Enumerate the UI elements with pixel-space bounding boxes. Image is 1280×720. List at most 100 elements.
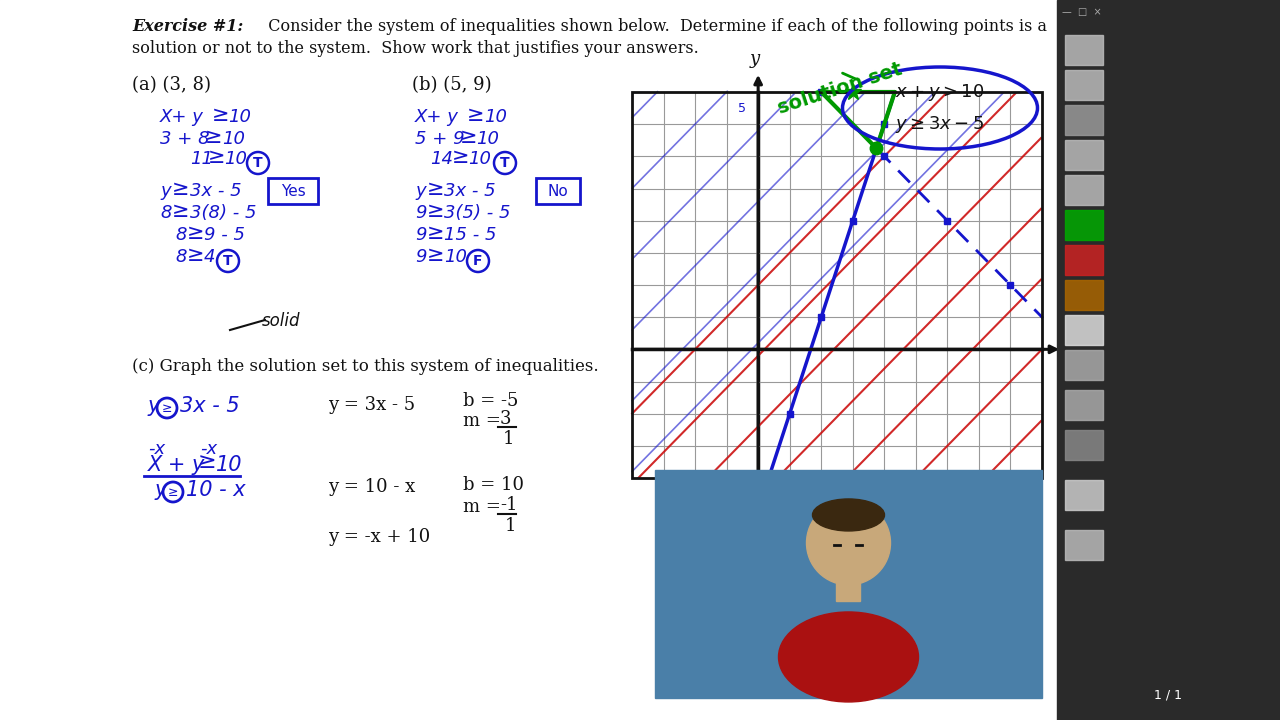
Bar — [632, 92, 1042, 478]
Bar — [1057, 0, 1280, 720]
Text: ≥: ≥ — [209, 147, 225, 167]
Bar — [1065, 430, 1103, 460]
Text: solution or not to the system.  Show work that justifies your answers.: solution or not to the system. Show work… — [132, 40, 699, 57]
Text: (b) (5, 9): (b) (5, 9) — [412, 76, 492, 94]
Text: 10: 10 — [224, 150, 247, 168]
Text: 15 - 5: 15 - 5 — [444, 226, 497, 244]
Text: solid: solid — [262, 312, 301, 330]
Text: (a) (3, 8): (a) (3, 8) — [132, 76, 211, 94]
Text: $y \geq 3x - 5$: $y \geq 3x - 5$ — [896, 114, 984, 135]
Text: 3x - 5: 3x - 5 — [180, 396, 239, 416]
Text: (c) Graph the solution set to this system of inequalities.: (c) Graph the solution set to this syste… — [132, 358, 599, 375]
Text: No: No — [548, 184, 568, 199]
Text: 1: 1 — [506, 517, 517, 535]
Text: y = -x + 10: y = -x + 10 — [328, 528, 430, 546]
Text: X+ y: X+ y — [160, 108, 204, 126]
Text: 10: 10 — [476, 130, 499, 148]
Text: ≥: ≥ — [452, 147, 470, 167]
Text: y: y — [415, 182, 426, 200]
Text: 10: 10 — [221, 130, 244, 148]
Text: 10: 10 — [484, 108, 507, 126]
Text: ≥: ≥ — [428, 201, 444, 221]
Text: 10 - x: 10 - x — [186, 480, 246, 500]
Text: ≥: ≥ — [168, 485, 178, 498]
Text: 3x - 5: 3x - 5 — [189, 182, 242, 200]
FancyBboxPatch shape — [268, 178, 317, 204]
Text: b = -5: b = -5 — [463, 392, 518, 410]
Text: ≥: ≥ — [161, 402, 173, 415]
Text: T: T — [500, 156, 509, 170]
Text: y = 10 - x: y = 10 - x — [328, 478, 415, 496]
Text: ≥: ≥ — [187, 223, 205, 243]
Bar — [1065, 350, 1103, 380]
Text: 1 / 1: 1 / 1 — [1155, 688, 1181, 701]
Text: 8: 8 — [175, 248, 187, 266]
Text: -x: -x — [200, 440, 218, 458]
Text: x: x — [1070, 342, 1080, 360]
Text: ≥: ≥ — [172, 179, 189, 199]
Text: ≥: ≥ — [428, 223, 444, 243]
Text: ≥: ≥ — [205, 127, 223, 147]
Bar — [0, 0, 1057, 720]
Bar — [1065, 245, 1103, 275]
Text: 9: 9 — [415, 248, 426, 266]
Text: ≥: ≥ — [467, 105, 485, 125]
Bar — [850, 539, 869, 549]
Text: 5 + 9: 5 + 9 — [415, 130, 465, 148]
Bar — [1065, 530, 1103, 560]
Bar — [837, 581, 860, 601]
Bar — [1065, 315, 1103, 345]
Text: 10: 10 — [228, 108, 251, 126]
Text: 3(5) - 5: 3(5) - 5 — [444, 204, 511, 222]
Text: 8: 8 — [160, 204, 172, 222]
Text: 5: 5 — [739, 102, 746, 114]
Bar — [1065, 210, 1103, 240]
Text: Consider the system of inequalities shown below.  Determine if each of the follo: Consider the system of inequalities show… — [259, 18, 1047, 35]
Text: 3(8) - 5: 3(8) - 5 — [189, 204, 256, 222]
Bar — [1065, 70, 1103, 100]
Ellipse shape — [778, 612, 919, 702]
Text: 11: 11 — [189, 150, 212, 168]
Bar — [655, 470, 1042, 698]
Text: y: y — [148, 396, 160, 416]
Text: ≥: ≥ — [198, 452, 216, 472]
Bar — [1065, 280, 1103, 310]
Bar — [1065, 390, 1103, 420]
Text: T: T — [223, 254, 233, 268]
Text: 3x - 5: 3x - 5 — [444, 182, 495, 200]
Text: ≥: ≥ — [460, 127, 477, 147]
Text: F: F — [474, 254, 483, 268]
Text: ≥: ≥ — [187, 245, 205, 265]
Text: X + y: X + y — [148, 455, 205, 475]
Text: 3: 3 — [500, 410, 512, 428]
Text: 9 - 5: 9 - 5 — [204, 226, 244, 244]
Text: y = 3x - 5: y = 3x - 5 — [328, 396, 415, 414]
Text: 10: 10 — [468, 150, 492, 168]
FancyBboxPatch shape — [536, 178, 580, 204]
Text: -x: -x — [148, 440, 165, 458]
Bar — [828, 539, 846, 549]
Text: m =: m = — [463, 498, 500, 516]
Text: 14: 14 — [430, 150, 453, 168]
Text: 9: 9 — [415, 226, 426, 244]
Text: X+ y: X+ y — [415, 108, 458, 126]
Text: ≥: ≥ — [428, 245, 444, 265]
Text: ≥: ≥ — [428, 179, 444, 199]
Text: solution set: solution set — [774, 60, 905, 118]
Text: y: y — [155, 480, 168, 500]
Text: y: y — [750, 50, 760, 68]
Text: y: y — [160, 182, 170, 200]
Text: 8: 8 — [175, 226, 187, 244]
Text: 3 + 8: 3 + 8 — [160, 130, 210, 148]
Text: Exercise #1:: Exercise #1: — [132, 18, 243, 35]
Text: m =: m = — [463, 412, 500, 430]
Bar — [1065, 480, 1103, 510]
Text: 10: 10 — [444, 248, 467, 266]
Circle shape — [806, 501, 891, 585]
Ellipse shape — [813, 499, 884, 531]
Text: 1: 1 — [503, 430, 515, 448]
Text: —  □  ×: — □ × — [1062, 7, 1102, 17]
Text: ≥: ≥ — [212, 105, 229, 125]
Text: 9: 9 — [415, 204, 426, 222]
Text: -1: -1 — [500, 496, 517, 514]
